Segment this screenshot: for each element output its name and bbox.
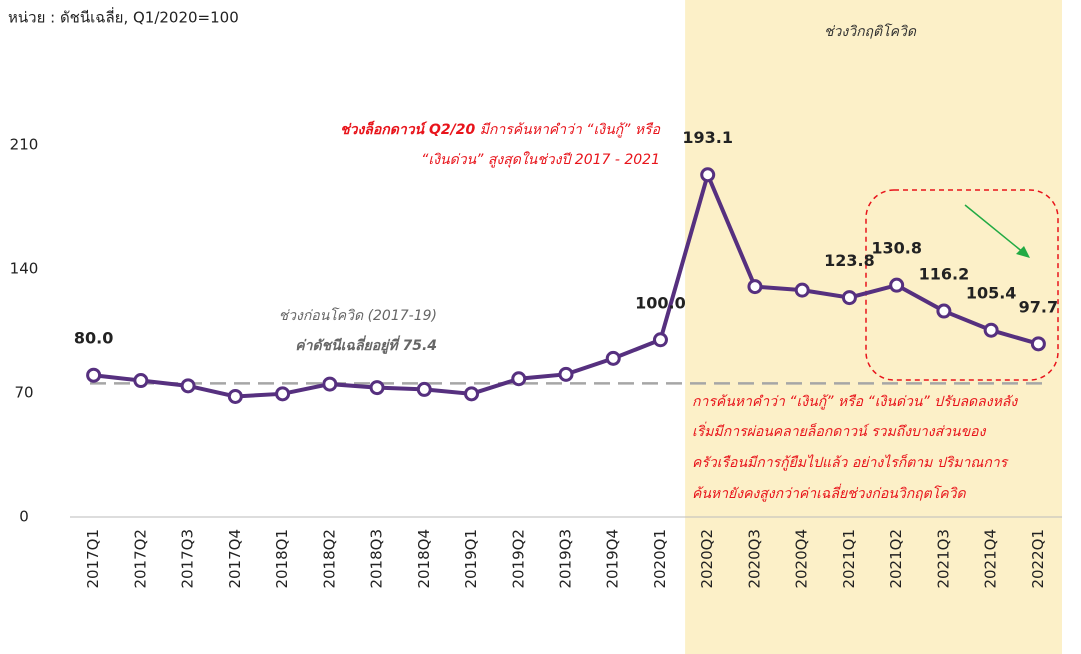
point bbox=[133, 373, 149, 389]
point bbox=[558, 366, 574, 382]
x-tick-label: 2017Q3 bbox=[179, 529, 197, 589]
note-text: มีการค้นหาคำว่า “เงินกู้” หรือ bbox=[475, 122, 660, 138]
recent-note: เริ่มมีการผ่อนคลายล็อกดาวน์ รวมถึงบางส่ว… bbox=[692, 421, 987, 440]
x-tick-label: 2018Q1 bbox=[273, 529, 291, 589]
value-label: 80.0 bbox=[74, 329, 113, 348]
value-label: 193.1 bbox=[682, 128, 733, 147]
x-tick-label: 2019Q3 bbox=[557, 529, 575, 589]
point bbox=[86, 367, 102, 383]
x-tick-label: 2019Q2 bbox=[509, 529, 527, 589]
lockdown-note: ช่วงล็อกดาวน์ Q2/20 มีการค้นหาคำว่า “เงิ… bbox=[340, 120, 661, 138]
covid-shade bbox=[685, 0, 1062, 654]
x-tick-label: 2021Q3 bbox=[934, 529, 952, 589]
highlight-box bbox=[865, 189, 1059, 381]
x-tick-label: 2017Q1 bbox=[84, 529, 102, 589]
value-label: 116.2 bbox=[919, 265, 970, 284]
x-tick-label: 2020Q4 bbox=[793, 529, 811, 589]
recent-note: การค้นหาคำว่า “เงินกู้” หรือ “เงินด่วน” … bbox=[692, 394, 1018, 410]
point bbox=[983, 322, 999, 338]
x-tick-label: 2020Q2 bbox=[698, 529, 716, 589]
note-highlight: ช่วงล็อกดาวน์ Q2/20 bbox=[340, 120, 475, 138]
x-tick-label: 2022Q1 bbox=[1029, 529, 1047, 589]
recent-note: ครัวเรือนมีการกู้ยืมไปแล้ว อย่างไรก็ตาม … bbox=[692, 454, 1009, 471]
y-tick-label: 210 bbox=[10, 135, 39, 153]
shaded-label: ช่วงวิกฤติโควิด bbox=[824, 23, 917, 40]
value-label: 97.7 bbox=[1019, 297, 1058, 316]
y-tick-label: 0 bbox=[19, 508, 29, 526]
point bbox=[605, 350, 621, 366]
arrow-head bbox=[1016, 246, 1030, 258]
point bbox=[700, 167, 716, 183]
x-tick-label: 2021Q4 bbox=[982, 529, 1000, 589]
point bbox=[180, 378, 196, 394]
arrow bbox=[964, 204, 1025, 254]
x-tick-label: 2019Q4 bbox=[604, 529, 622, 589]
point bbox=[794, 282, 810, 298]
point bbox=[464, 386, 480, 402]
value-label: 100.0 bbox=[635, 293, 686, 312]
point bbox=[889, 277, 905, 293]
point bbox=[275, 386, 291, 402]
point bbox=[511, 371, 527, 387]
recent-note: ค้นหายังคงสูงกว่าค่าเฉลี่ยช่วงก่อนวิกฤตโ… bbox=[692, 483, 966, 502]
pre-covid-note: ช่วงก่อนโควิด (2017-19) bbox=[279, 307, 437, 324]
unit-note: หน่วย : ดัชนีเฉลี่ย, Q1/2020=100 bbox=[8, 7, 239, 27]
value-label: 105.4 bbox=[966, 284, 1017, 303]
point bbox=[322, 376, 338, 392]
point bbox=[652, 332, 668, 348]
point bbox=[841, 290, 857, 306]
x-tick-label: 2017Q2 bbox=[131, 529, 149, 589]
x-tick-label: 2021Q2 bbox=[887, 529, 905, 589]
y-tick-label: 70 bbox=[14, 383, 33, 401]
x-tick-label: 2021Q1 bbox=[840, 529, 858, 589]
point bbox=[1030, 336, 1046, 352]
x-tick-label: 2018Q2 bbox=[320, 529, 338, 589]
x-tick-label: 2019Q1 bbox=[462, 529, 480, 589]
x-tick-label: 2020Q1 bbox=[651, 529, 669, 589]
x-tick-label: 2018Q3 bbox=[368, 529, 386, 589]
value-label: 123.8 bbox=[824, 251, 875, 270]
x-tick-label: 2018Q4 bbox=[415, 529, 433, 589]
point bbox=[936, 303, 952, 319]
lockdown-note: “เงินด่วน” สูงสุดในช่วงปี 2017 - 2021 bbox=[421, 151, 660, 168]
x-tick-label: 2020Q3 bbox=[745, 529, 763, 589]
x-tick-label: 2017Q4 bbox=[226, 529, 244, 589]
point bbox=[227, 388, 243, 404]
y-tick-label: 140 bbox=[10, 259, 39, 277]
pre-covid-note: ค่าดัชนีเฉลี่ยอยู่ที่ 75.4 bbox=[295, 335, 437, 354]
value-label: 130.8 bbox=[871, 239, 922, 258]
point bbox=[369, 380, 385, 396]
point bbox=[747, 279, 763, 295]
point bbox=[416, 381, 432, 397]
